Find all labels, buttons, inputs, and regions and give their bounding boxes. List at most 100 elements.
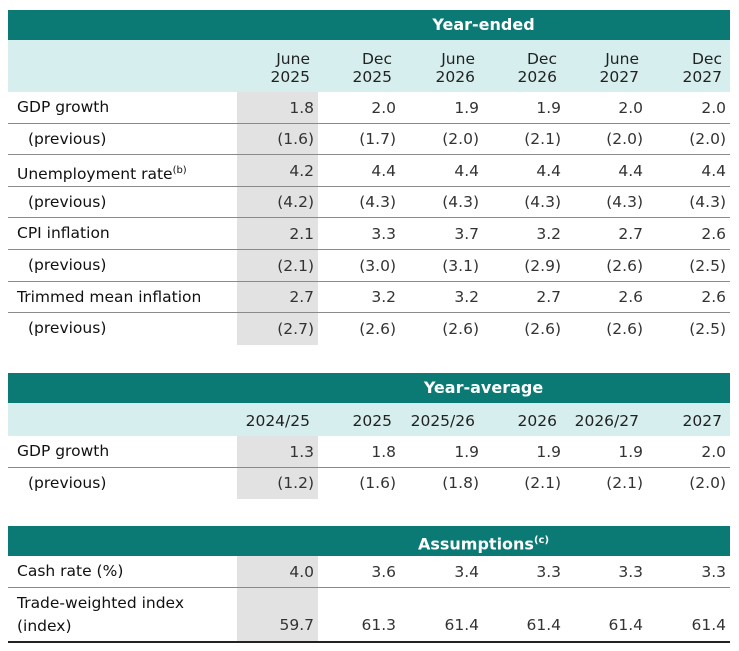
label-text: CPI inflation: [17, 224, 110, 243]
cell-value: 2.6: [618, 288, 643, 307]
cell-value: 1.9: [618, 442, 643, 461]
row-rule: [8, 466, 730, 468]
cell-value: (2.1): [524, 130, 561, 149]
cell-value: (2.0): [442, 130, 479, 149]
cell-value: (2.1): [277, 256, 314, 275]
cell-value: 3.3: [701, 562, 726, 581]
label-text: Unemployment rate: [17, 165, 173, 184]
cell-value: (1.6): [277, 130, 314, 149]
cell-value: 4.2: [289, 161, 314, 180]
title-text: Year-ended: [432, 15, 535, 34]
cell-value: 1.8: [289, 98, 314, 117]
row-rule: [8, 217, 730, 219]
column-header: 2025: [352, 412, 392, 430]
row-rule: [8, 185, 730, 187]
label-text: Trade-weighted index (index): [17, 593, 184, 635]
cell-value: 2.0: [701, 442, 726, 461]
footnote-mark: (b): [172, 165, 187, 177]
cell-value: 2.1: [289, 225, 314, 243]
cell-value: (2.9): [524, 256, 561, 275]
highlight-column: [237, 92, 318, 345]
section-title: Year-ended: [237, 10, 730, 40]
row-rule: [8, 154, 730, 156]
row-label: (previous): [28, 254, 106, 277]
cell-value: (2.1): [524, 474, 561, 493]
row-label: (previous): [28, 191, 106, 214]
cell-value: (2.5): [689, 256, 726, 275]
cell-value: (3.1): [442, 256, 479, 275]
cell-value: 3.2: [371, 288, 396, 307]
cell-value: 2.7: [536, 288, 561, 307]
label-text: (previous): [28, 129, 107, 148]
cell-value: (2.0): [689, 130, 726, 149]
cell-value: (2.6): [359, 319, 396, 338]
cell-value: 1.9: [536, 442, 561, 461]
cell-value: 3.2: [536, 225, 561, 243]
column-header-band: [8, 40, 730, 92]
column-header: June 2027: [599, 50, 639, 86]
cell-value: (4.3): [606, 193, 643, 212]
cell-value: (2.0): [606, 130, 643, 149]
cell-value: 2.7: [618, 225, 643, 243]
cell-value: (2.6): [606, 256, 643, 275]
column-header: 2026: [517, 412, 557, 430]
cell-value: (4.3): [442, 193, 479, 212]
label-text: (previous): [28, 192, 107, 211]
cell-value: 2.0: [618, 98, 643, 117]
cell-value: 3.3: [618, 562, 643, 581]
section-title: Year-average: [237, 373, 730, 403]
cell-value: 61.4: [691, 615, 726, 634]
cell-value: 1.8: [371, 442, 396, 461]
cell-value: 2.6: [701, 225, 726, 243]
table-end-rule: [8, 640, 730, 643]
row-rule: [8, 122, 730, 124]
cell-value: 4.4: [454, 161, 479, 180]
row-label: (previous): [28, 317, 106, 340]
cell-value: 61.4: [444, 615, 479, 634]
cell-value: 4.0: [289, 562, 314, 581]
cell-value: 4.4: [618, 161, 643, 180]
cell-value: 3.3: [536, 562, 561, 581]
section-header-bar: [8, 526, 730, 556]
section-title: Assumptions(c): [237, 526, 730, 556]
highlight-column: [237, 556, 318, 641]
section-header-bar: [8, 373, 730, 403]
section-header-bar: [8, 10, 730, 40]
cell-value: 61.3: [361, 615, 396, 634]
highlight-column: [237, 436, 318, 500]
row-label: CPI inflation: [17, 222, 110, 245]
cell-value: 3.6: [371, 562, 396, 581]
footnote-mark: (c): [533, 535, 550, 546]
row-label: Trimmed mean inflation: [17, 286, 201, 309]
row-label: Trade-weighted index (index): [17, 592, 184, 638]
cell-value: (2.6): [442, 319, 479, 338]
column-header: June 2026: [435, 50, 475, 86]
column-header: Dec 2026: [517, 50, 557, 86]
label-text: Trimmed mean inflation: [17, 287, 202, 306]
title-text: Assumptions: [417, 534, 534, 554]
cell-value: 2.6: [701, 288, 726, 307]
cell-value: 2.0: [371, 98, 396, 117]
cell-value: 3.3: [371, 225, 396, 243]
column-header: 2027: [682, 412, 722, 430]
cell-value: 61.4: [608, 615, 643, 634]
cell-value: (1.8): [442, 474, 479, 493]
cell-value: 1.9: [536, 98, 561, 117]
cell-value: 4.4: [371, 161, 396, 180]
cell-value: (1.7): [359, 130, 396, 149]
cell-value: 1.9: [454, 442, 479, 461]
label-text: Cash rate (%): [17, 562, 124, 580]
row-label: (previous): [28, 472, 106, 495]
column-header: 2024/25: [245, 412, 310, 430]
row-rule: [8, 312, 730, 314]
row-rule: [8, 586, 730, 588]
cell-value: (2.1): [606, 474, 643, 493]
row-rule: [8, 249, 730, 250]
cell-value: (2.5): [689, 319, 726, 338]
cell-value: (4.3): [359, 193, 396, 212]
cell-value: 4.4: [701, 161, 726, 180]
cell-value: (3.0): [359, 256, 396, 275]
cell-value: (2.0): [689, 474, 726, 493]
cell-value: (2.7): [277, 319, 314, 338]
row-label: Cash rate (%): [17, 560, 123, 583]
